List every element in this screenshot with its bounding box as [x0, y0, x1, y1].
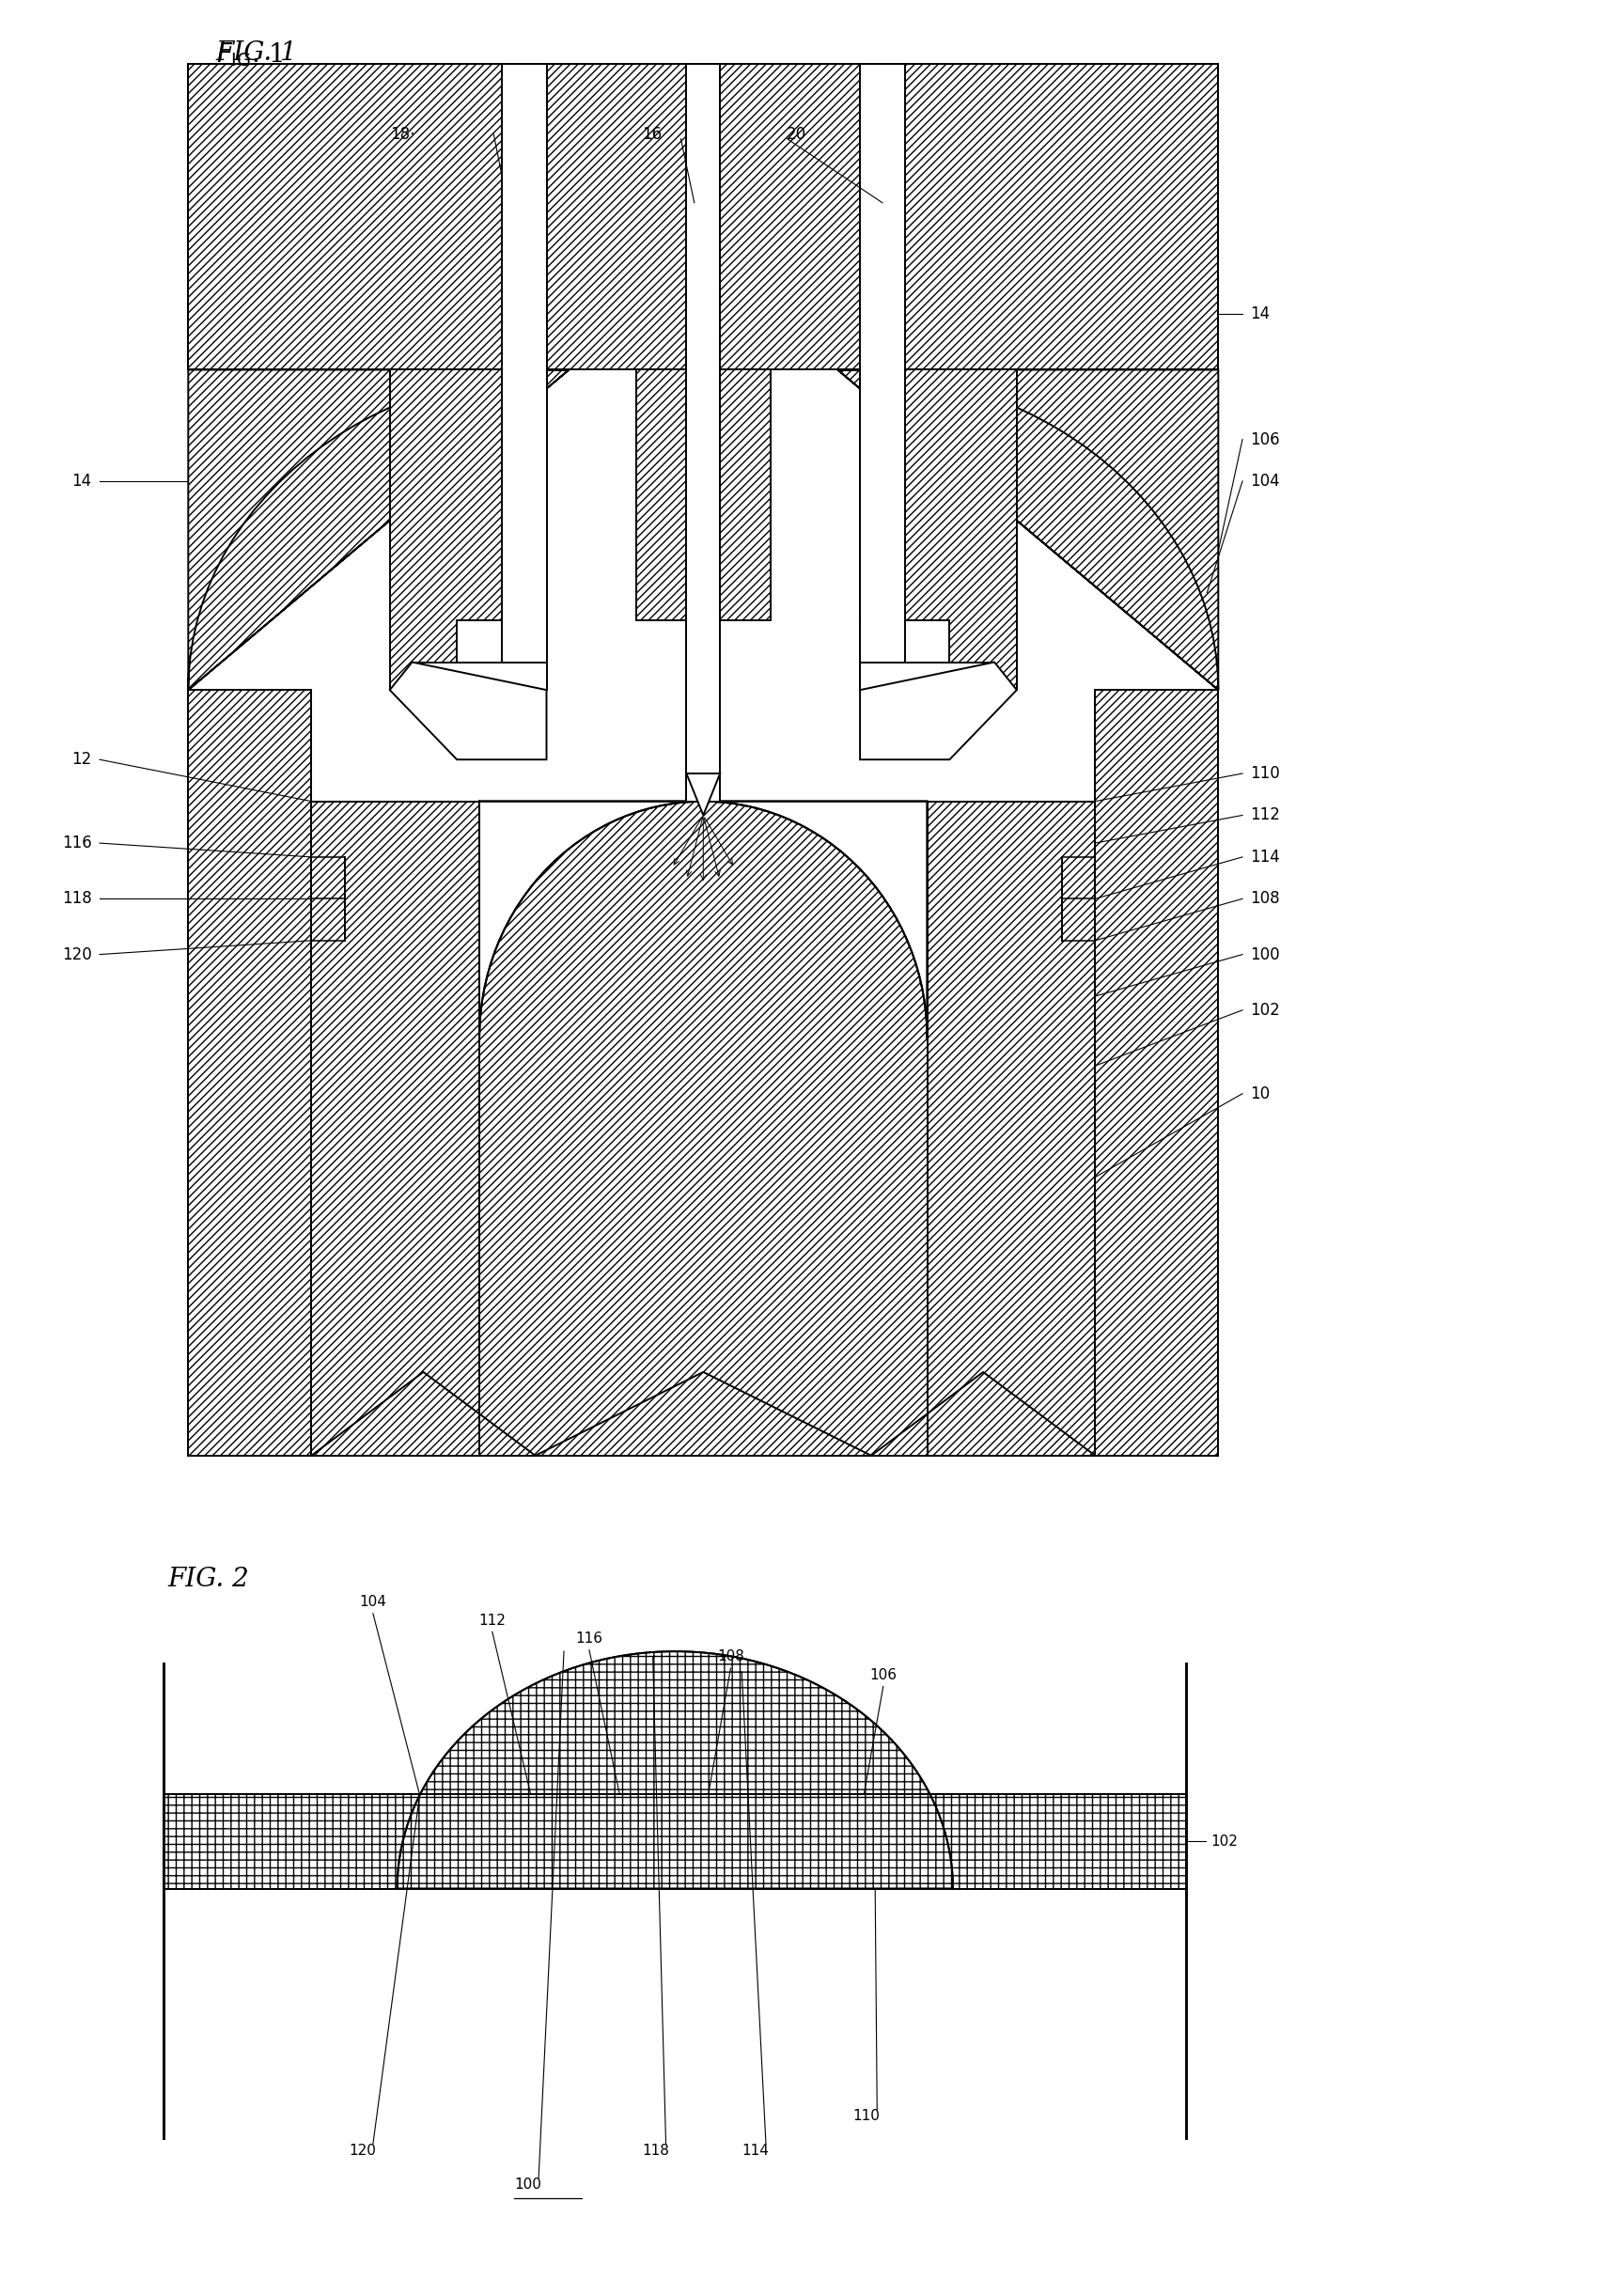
- Text: 116: 116: [575, 1632, 603, 1646]
- Text: 110: 110: [853, 2109, 880, 2123]
- Bar: [687, 64, 719, 801]
- Polygon shape: [479, 801, 927, 1455]
- Polygon shape: [861, 369, 1017, 691]
- Text: 102: 102: [1250, 1001, 1280, 1019]
- Text: 10: 10: [1250, 1086, 1270, 1102]
- Polygon shape: [412, 663, 547, 691]
- Text: 14: 14: [1250, 305, 1270, 324]
- Text: 114: 114: [742, 2144, 768, 2157]
- Polygon shape: [637, 369, 770, 620]
- Text: 106: 106: [1250, 431, 1280, 448]
- Text: 12: 12: [71, 750, 91, 769]
- Text: 118: 118: [641, 2144, 669, 2157]
- Text: 112: 112: [1250, 808, 1280, 824]
- Text: 104: 104: [359, 1595, 387, 1609]
- Text: 102: 102: [1210, 1834, 1237, 1847]
- Polygon shape: [188, 691, 312, 1455]
- Text: 100: 100: [1250, 946, 1280, 964]
- Polygon shape: [390, 369, 547, 691]
- Text: 110: 110: [1250, 764, 1280, 783]
- Text: 112: 112: [479, 1613, 505, 1627]
- Polygon shape: [312, 801, 479, 1455]
- Polygon shape: [861, 663, 994, 691]
- Text: 108: 108: [718, 1650, 744, 1664]
- Text: 20: 20: [786, 126, 807, 142]
- Text: 118: 118: [62, 890, 91, 907]
- Text: 16: 16: [643, 126, 663, 142]
- Bar: [861, 64, 905, 691]
- Text: 104: 104: [1250, 473, 1280, 489]
- Text: 106: 106: [869, 1668, 896, 1682]
- Text: FIG. 1: FIG. 1: [216, 41, 297, 67]
- Polygon shape: [390, 663, 547, 760]
- Polygon shape: [687, 773, 719, 815]
- Polygon shape: [188, 369, 568, 691]
- Polygon shape: [479, 801, 927, 1037]
- Polygon shape: [1095, 691, 1218, 1455]
- Polygon shape: [861, 663, 1017, 760]
- Polygon shape: [479, 801, 927, 1037]
- Bar: [164, 1795, 1187, 1889]
- Bar: [502, 64, 547, 691]
- Text: 120: 120: [62, 946, 91, 964]
- Text: 108: 108: [1250, 890, 1280, 907]
- Text: 100: 100: [515, 2178, 541, 2192]
- Polygon shape: [188, 64, 1218, 369]
- Text: FIG. 2: FIG. 2: [167, 1567, 248, 1593]
- Text: 120: 120: [349, 2144, 377, 2157]
- Text: $\it{F}_{\rm IG}$. 1: $\it{F}_{\rm IG}$. 1: [216, 41, 283, 69]
- Text: 18·: 18·: [390, 126, 414, 142]
- Text: 14: 14: [71, 473, 91, 489]
- Text: 114: 114: [1250, 849, 1280, 865]
- Polygon shape: [838, 369, 1218, 691]
- Polygon shape: [398, 1652, 953, 1889]
- Text: 116: 116: [62, 835, 91, 851]
- Polygon shape: [927, 801, 1095, 1455]
